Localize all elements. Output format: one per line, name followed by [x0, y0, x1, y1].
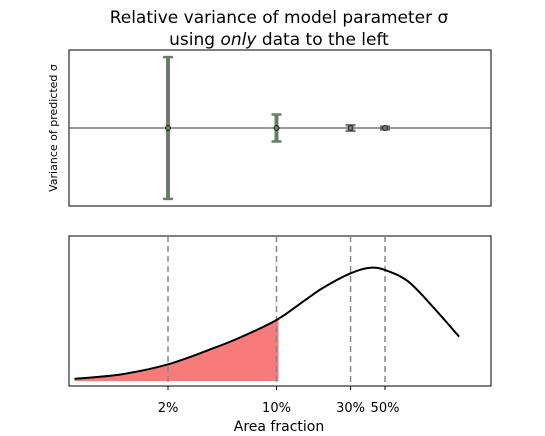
errorbar-10 — [271, 113, 282, 143]
errorbar-2 — [163, 55, 173, 201]
errorbar-50 — [380, 125, 390, 131]
title-line2-pre: using — [169, 30, 220, 50]
x-axis-label: Area fraction — [234, 419, 324, 435]
top-panel: Variance of predicted σ — [47, 49, 492, 207]
title-line2-post: data to the left — [256, 30, 389, 50]
point-marker-30 — [347, 125, 354, 131]
bottom-panel: Area fraction 2% 10% 30% 50% — [68, 235, 492, 435]
shaded-area-left — [74, 318, 279, 381]
point-marker-2 — [165, 125, 171, 131]
x-tick-label-50: 50% — [371, 401, 400, 416]
title-line2-em: only — [220, 30, 257, 50]
point-marker-10 — [273, 125, 280, 131]
x-tick-label-2: 2% — [158, 401, 179, 416]
errorbar-30 — [345, 123, 356, 133]
density-curve — [74, 266, 460, 380]
top-y-axis-label: Variance of predicted σ — [47, 64, 60, 192]
chart-title-line1: Relative variance of model parameter σ — [110, 8, 449, 28]
x-tick-label-30: 30% — [336, 401, 365, 416]
x-tick-label-10: 10% — [262, 401, 291, 416]
chart-title-line2: using only data to the left — [169, 30, 389, 50]
point-marker-50 — [382, 125, 388, 131]
bottom-plot-area — [68, 235, 492, 387]
